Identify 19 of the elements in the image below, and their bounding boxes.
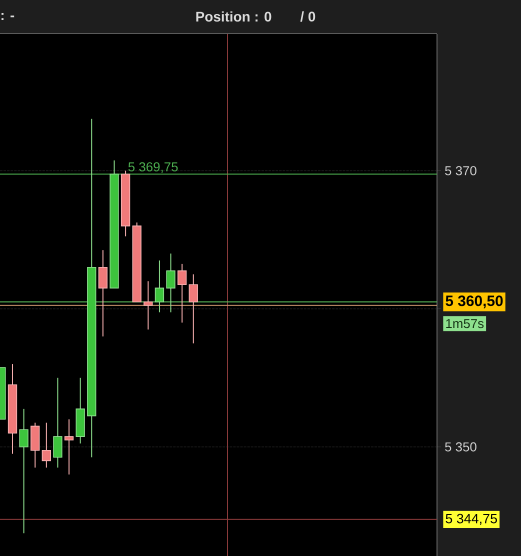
candlestick: [166, 253, 176, 313]
candlestick: [64, 418, 74, 476]
candlestick: [98, 250, 108, 337]
candlestick: [154, 260, 164, 313]
candlestick: [53, 377, 62, 468]
y-tick-label: 5 370: [445, 166, 476, 176]
y-tick-label: 5 350: [445, 442, 476, 452]
text: / 0: [300, 11, 316, 22]
text: Position : 0: [196, 11, 272, 22]
annotation: 5 369,75: [128, 162, 178, 173]
candlestick: [188, 274, 198, 344]
text: 1m57s: [446, 319, 484, 328]
text: : -: [2, 12, 14, 20]
candlestick: [42, 422, 51, 468]
ref-line-label: 5 344,75: [446, 514, 497, 525]
ref-line-label: 5 360,50: [446, 296, 503, 308]
candlestick: [177, 263, 187, 324]
candlestick: [144, 280, 153, 330]
candlestick: [19, 408, 28, 534]
